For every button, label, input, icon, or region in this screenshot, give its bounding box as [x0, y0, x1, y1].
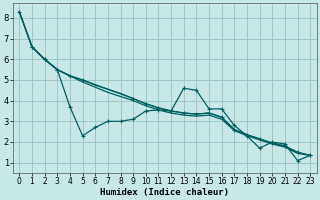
X-axis label: Humidex (Indice chaleur): Humidex (Indice chaleur) [100, 188, 229, 197]
